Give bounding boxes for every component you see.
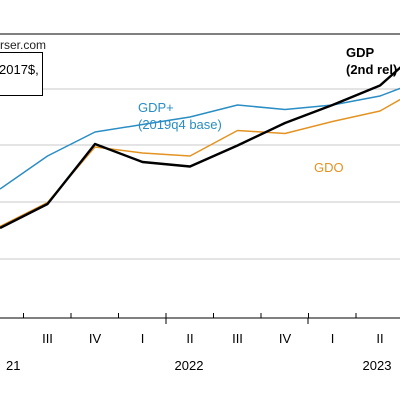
- quarter-label: IV: [89, 331, 102, 346]
- quarter-label: II: [186, 331, 193, 346]
- units-label: 2017$,: [0, 62, 39, 77]
- source-note: rser.com: [0, 38, 47, 52]
- series-label: GDP+: [138, 100, 174, 115]
- series-line-gdp-plus: [0, 87, 400, 190]
- year-label: 21: [6, 358, 20, 373]
- quarter-label: III: [42, 331, 53, 346]
- series-line-gdo: [0, 98, 400, 228]
- x-axis: IIIIVIIIIIIIVIIIIII2120222023: [6, 313, 392, 373]
- series-label: GDP: [346, 45, 375, 60]
- series-line-gdp: [0, 66, 400, 230]
- series-lines: [0, 66, 400, 230]
- quarter-label: I: [331, 331, 335, 346]
- quarter-label: II: [376, 331, 383, 346]
- quarter-label: III: [232, 331, 243, 346]
- year-label: 2022: [175, 358, 204, 373]
- series-label: (2nd rel): [346, 62, 397, 77]
- series-labels: GDP (2nd rel) GDP+ (2019q4 base) GDO: [138, 45, 397, 175]
- series-label: GDO: [314, 160, 344, 175]
- units-box: 2017$,: [0, 52, 43, 96]
- year-label: 2023: [363, 358, 392, 373]
- quarter-label: IV: [279, 331, 292, 346]
- series-label: (2019q4 base): [138, 117, 222, 132]
- gridlines: [0, 33, 400, 319]
- quarter-label: I: [141, 331, 145, 346]
